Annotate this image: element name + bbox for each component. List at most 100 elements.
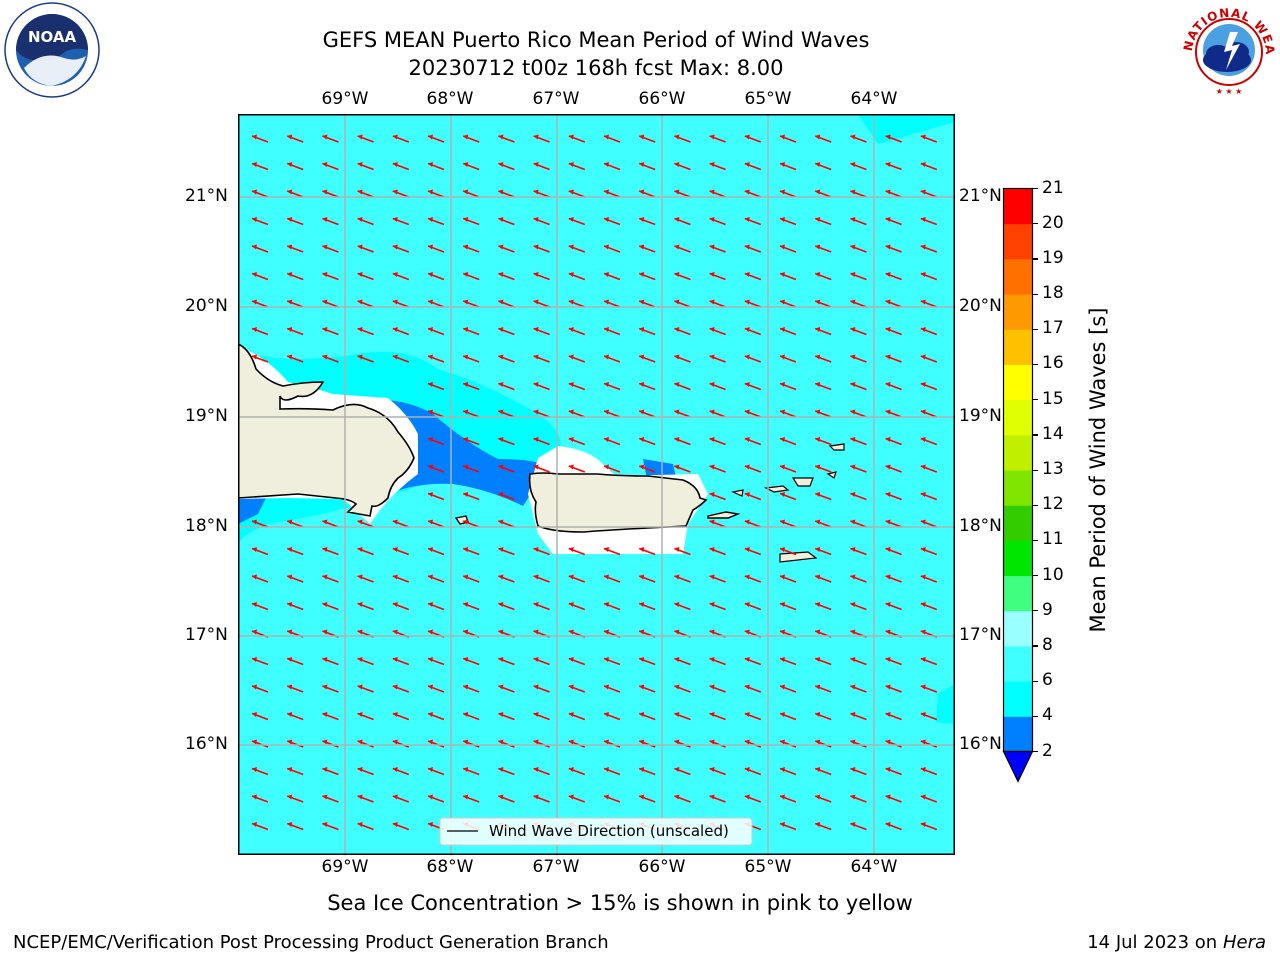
colorbar-cell [1003,540,1033,577]
wind-wave-arrowhead [780,822,785,827]
wind-wave-arrowhead [533,712,539,717]
wind-wave-arrowhead [604,464,609,470]
wind-wave-arrowhead [709,134,715,140]
wind-wave-arrowhead [850,492,856,497]
wind-wave-arrowhead [568,217,574,222]
wind-wave-arrowhead [604,189,609,195]
sea-ice-caption: Sea Ice Concentration > 15% is shown in … [327,891,913,915]
lon-label-top: 64°W [850,89,898,109]
wind-wave-arrowhead [463,794,469,800]
wind-wave-arrowhead [920,299,926,305]
arrow-legend: Wind Wave Direction (unscaled) [439,817,753,846]
wind-wave-arrowhead [463,272,469,277]
wind-wave-arrowhead [322,602,328,607]
wind-wave-arrowhead [885,492,891,497]
wind-wave-arrowhead [815,189,821,195]
wind-wave-arrowhead [815,464,821,470]
wind-wave-arrowhead [744,437,750,442]
wind-wave-arrowhead [920,684,926,690]
wind-wave-arrowhead [885,519,891,525]
wind-wave-arrowhead [568,464,574,470]
wind-wave-arrowhead [252,629,257,635]
wind-wave-arrowhead [920,217,926,222]
colorbar-tick-mark [1032,751,1038,753]
lat-label-right: 21°N [959,186,1002,206]
wind-wave-arrowhead [428,464,433,470]
puerto-rico-land [528,472,708,533]
wind-wave-arrowhead [287,354,293,360]
wind-wave-arrowhead [920,189,926,195]
wind-wave-arrowhead [709,712,715,717]
wind-wave-arrowhead [744,299,750,305]
wind-wave-arrowhead [533,574,539,580]
wind-wave-arrowhead [252,217,257,222]
wind-wave-arrowhead [709,272,715,277]
wind-wave-arrowhead [604,602,609,607]
lon-label-top: 69°W [321,89,369,109]
wind-wave-arrowhead [674,684,680,690]
wind-wave-arrowhead [322,354,328,360]
wind-wave-arrowhead [709,189,715,195]
wind-wave-arrowhead [604,712,609,717]
wind-wave-arrowhead [357,217,363,222]
vieques-island [707,511,741,519]
legend-label: Wind Wave Direction (unscaled) [489,822,729,840]
wind-wave-arrowhead [287,327,293,332]
wind-wave-arrowhead [815,162,821,167]
wind-wave-arrowhead [463,134,469,140]
wind-wave-arrowhead [639,684,645,690]
wind-wave-arrowhead [850,134,856,140]
wind-wave-arrowhead [780,162,785,167]
wind-wave-arrowhead [815,492,821,497]
wind-wave-arrowhead [815,217,821,222]
wind-wave-arrowhead [885,244,891,250]
wind-wave-arrowhead [463,602,469,607]
wind-wave-arrowhead [920,519,926,525]
colorbar-tick-mark [1032,539,1038,542]
wind-wave-arrowhead [428,299,433,305]
wind-wave-arrowhead [639,244,645,250]
wind-wave-arrowhead [744,629,750,635]
wind-wave-arrowhead [533,602,539,607]
wind-wave-arrowhead [780,574,785,580]
wind-wave-arrowhead [568,657,574,662]
wind-wave-arrowhead [920,272,926,277]
wind-wave-arrowhead [498,354,504,360]
colorbar-tick-label: 4 [1042,705,1053,726]
wind-wave-arrowhead [780,547,785,552]
wind-wave-arrowhead [744,382,750,387]
wind-wave-arrowhead [850,739,856,745]
wind-wave-arrowhead [709,327,715,332]
wind-wave-arrowhead [780,382,785,387]
wind-wave-arrowhead [498,134,504,140]
wind-wave-arrowhead [252,602,257,607]
nws-logo: NATIONAL WEATHER SERVICE ★ ★ ★ [1174,0,1278,98]
wind-wave-arrowhead [322,547,328,552]
wind-wave-arrowhead [920,794,926,800]
lat-label-right: 18°N [959,516,1002,536]
wind-wave-arrowhead [815,794,821,800]
wind-wave-arrowhead [920,162,926,167]
wind-wave-arrowhead [674,244,680,250]
colorbar-label: Mean Period of Wind Waves [s] [1086,307,1110,633]
colorbar-tick-mark [1032,575,1038,577]
wind-wave-arrowhead [885,437,891,442]
colorbar-tick-label: 12 [1042,494,1064,515]
lat-label-left: 20°N [185,296,228,316]
wind-wave-arrowhead [533,244,539,250]
wind-wave-arrowhead [815,437,821,442]
lat-label-right: 17°N [959,625,1002,645]
wind-wave-arrowhead [498,382,504,387]
wind-wave-arrowhead [920,657,926,662]
wind-wave-arrowhead [639,327,645,332]
colorbar-cell [1003,681,1033,717]
colorbar-cell [1003,258,1033,295]
wind-wave-arrowhead [639,739,645,745]
wind-wave-arrowhead [463,162,469,167]
wind-wave-arrowhead [533,794,539,800]
wind-wave-arrowhead [498,547,504,552]
wind-wave-arrowhead [885,409,891,415]
wind-wave-arrowhead [850,684,856,690]
colorbar [1002,187,1034,783]
wind-wave-arrowhead [604,409,609,415]
